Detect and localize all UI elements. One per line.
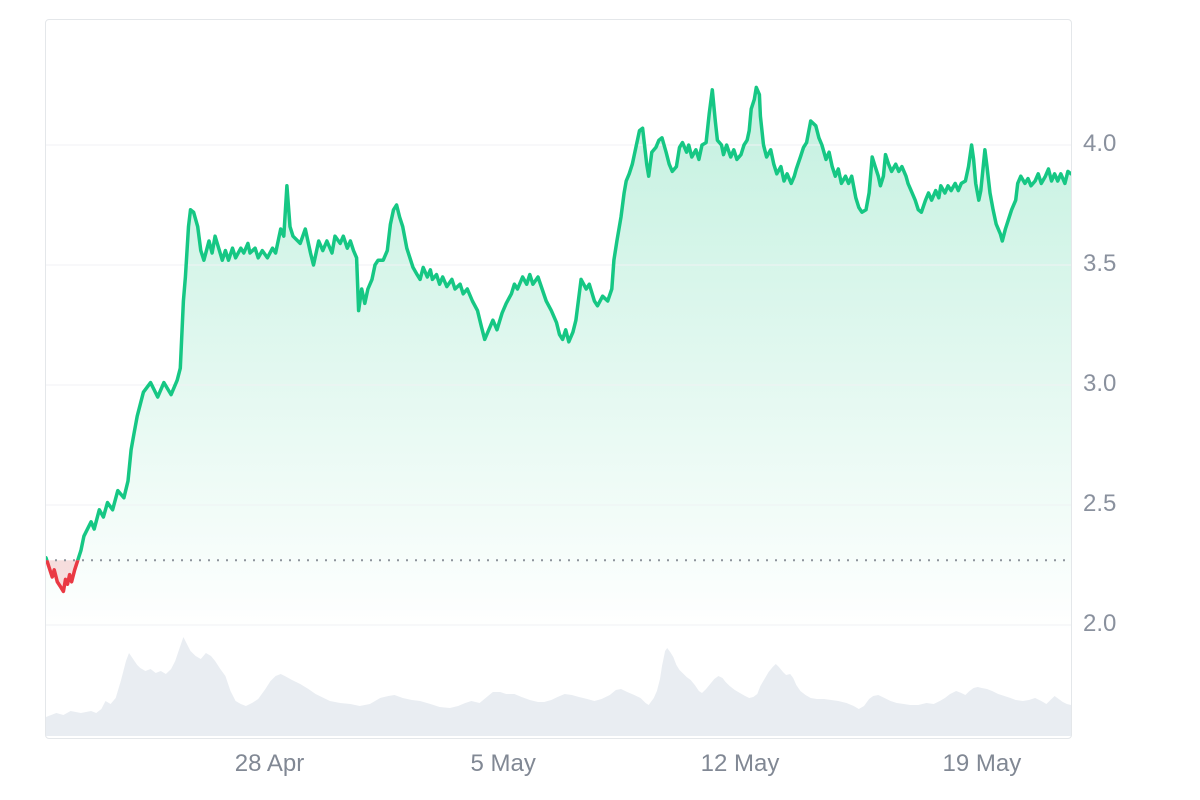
y-axis-label: 2.5	[1083, 490, 1117, 517]
x-axis-label: 19 May	[942, 750, 1022, 777]
y-axis-label: 2.0	[1083, 610, 1117, 637]
price-line-up	[46, 85, 1071, 561]
volume-area	[46, 637, 1071, 736]
y-axis-label: 4.0	[1083, 130, 1117, 157]
price-volume-chart[interactable]	[46, 20, 1071, 738]
y-axis-label: 3.0	[1083, 370, 1117, 397]
x-axis-label: 28 Apr	[234, 750, 305, 777]
price-chart-panel	[45, 19, 1072, 739]
y-axis-label: 3.5	[1083, 250, 1117, 277]
x-axis-label: 12 May	[700, 750, 780, 777]
price-area-up	[46, 87, 1071, 632]
x-axis-label: 5 May	[470, 750, 536, 777]
